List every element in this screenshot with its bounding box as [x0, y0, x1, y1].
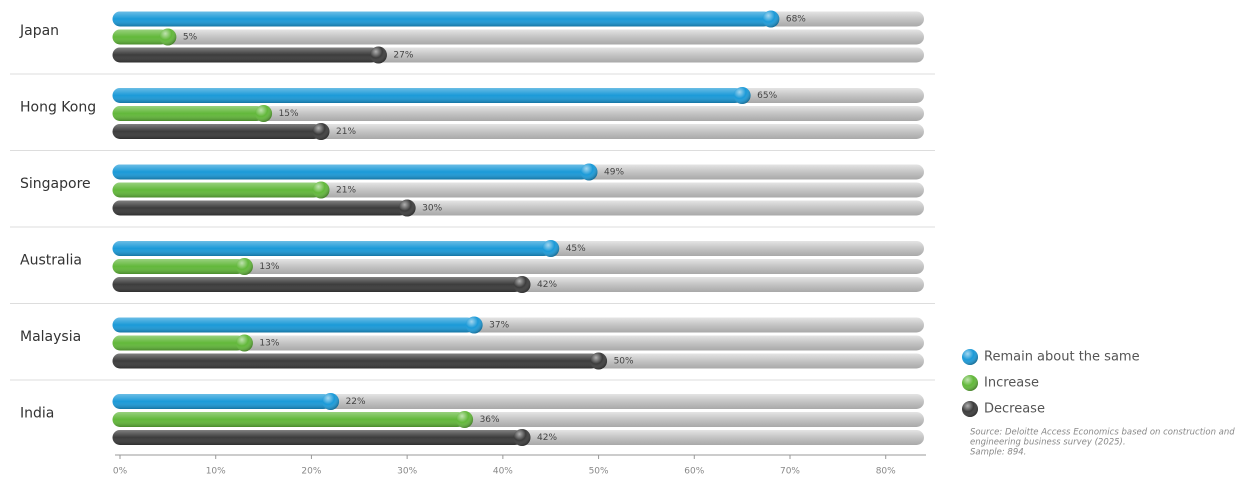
marker-shine — [762, 10, 780, 28]
x-tick-label: 30% — [397, 467, 417, 477]
bar-shine — [112, 277, 522, 292]
track — [120, 106, 924, 121]
marker-shine — [312, 123, 330, 140]
legend-label: Decrease — [984, 402, 1045, 417]
bar-shine — [112, 88, 743, 103]
bar-shine — [112, 164, 589, 180]
category-label: India — [20, 406, 54, 422]
bar-shine — [112, 353, 599, 369]
marker-shine — [542, 240, 560, 257]
value-label: 15% — [279, 109, 299, 119]
bar-shine — [112, 259, 245, 274]
track — [120, 335, 924, 351]
x-tick-label: 10% — [206, 467, 226, 477]
x-tick-label: 50% — [589, 467, 609, 477]
track — [120, 259, 924, 274]
value-label: 49% — [604, 168, 624, 178]
value-label: 42% — [537, 433, 557, 443]
marker-shine — [322, 393, 340, 410]
legend-swatch-shine — [962, 349, 978, 365]
x-tick-label: 40% — [493, 467, 513, 477]
legend-swatch-shine — [962, 401, 978, 417]
marker-shine — [580, 163, 598, 181]
category-label: Singapore — [20, 176, 91, 192]
value-label: 45% — [566, 244, 586, 254]
value-label: 30% — [422, 204, 442, 214]
marker-shine — [398, 199, 416, 217]
x-tick-label: 0% — [113, 467, 128, 477]
category-label: Australia — [20, 253, 82, 269]
value-label: 13% — [259, 339, 279, 349]
marker-shine — [255, 105, 273, 122]
marker-shine — [456, 411, 474, 428]
value-label: 21% — [336, 127, 356, 137]
bar-shine — [112, 200, 408, 216]
category-label: Japan — [19, 23, 59, 39]
marker-shine — [513, 429, 531, 446]
legend-label: Increase — [984, 376, 1039, 391]
value-label: 13% — [259, 262, 279, 272]
value-label: 42% — [537, 280, 557, 290]
legend-label: Remain about the same — [984, 350, 1140, 365]
marker-shine — [312, 181, 330, 199]
category-label: Malaysia — [20, 329, 81, 345]
marker-shine — [159, 28, 177, 46]
source-note: engineering business survey (2025). — [970, 438, 1126, 448]
bar-shine — [112, 11, 771, 27]
marker-shine — [733, 87, 751, 104]
x-tick-label: 80% — [876, 467, 896, 477]
bar-shine — [112, 47, 379, 63]
x-tick-label: 20% — [301, 467, 321, 477]
value-label: 36% — [480, 415, 500, 425]
marker-shine — [590, 352, 608, 370]
bar-shine — [112, 335, 245, 351]
bar-shine — [112, 182, 321, 198]
category-label: Hong Kong — [20, 100, 96, 116]
bar-shine — [112, 430, 522, 445]
value-label: 37% — [489, 321, 509, 331]
bar-shine — [112, 29, 168, 45]
marker-shine — [235, 258, 253, 275]
value-label: 5% — [183, 33, 198, 43]
bar-shine — [112, 394, 331, 409]
marker-shine — [513, 276, 531, 293]
legend-swatch-shine — [962, 375, 978, 391]
value-label: 21% — [336, 186, 356, 196]
bar-shine — [112, 124, 321, 139]
marker-shine — [465, 316, 483, 334]
source-note: Source: Deloitte Access Economics based … — [970, 428, 1235, 438]
marker-shine — [235, 334, 253, 352]
marker-shine — [369, 46, 387, 64]
value-label: 27% — [393, 51, 413, 61]
x-tick-label: 70% — [780, 467, 800, 477]
bar-shine — [112, 317, 475, 333]
value-label: 22% — [346, 397, 366, 407]
bar-shine — [112, 106, 264, 121]
bar-shine — [112, 241, 551, 256]
source-note: Sample: 894. — [970, 448, 1026, 458]
value-label: 65% — [757, 91, 777, 101]
value-label: 68% — [786, 15, 806, 25]
x-tick-label: 60% — [684, 467, 704, 477]
track — [120, 29, 924, 45]
value-label: 50% — [614, 357, 634, 367]
bar-shine — [112, 412, 465, 427]
